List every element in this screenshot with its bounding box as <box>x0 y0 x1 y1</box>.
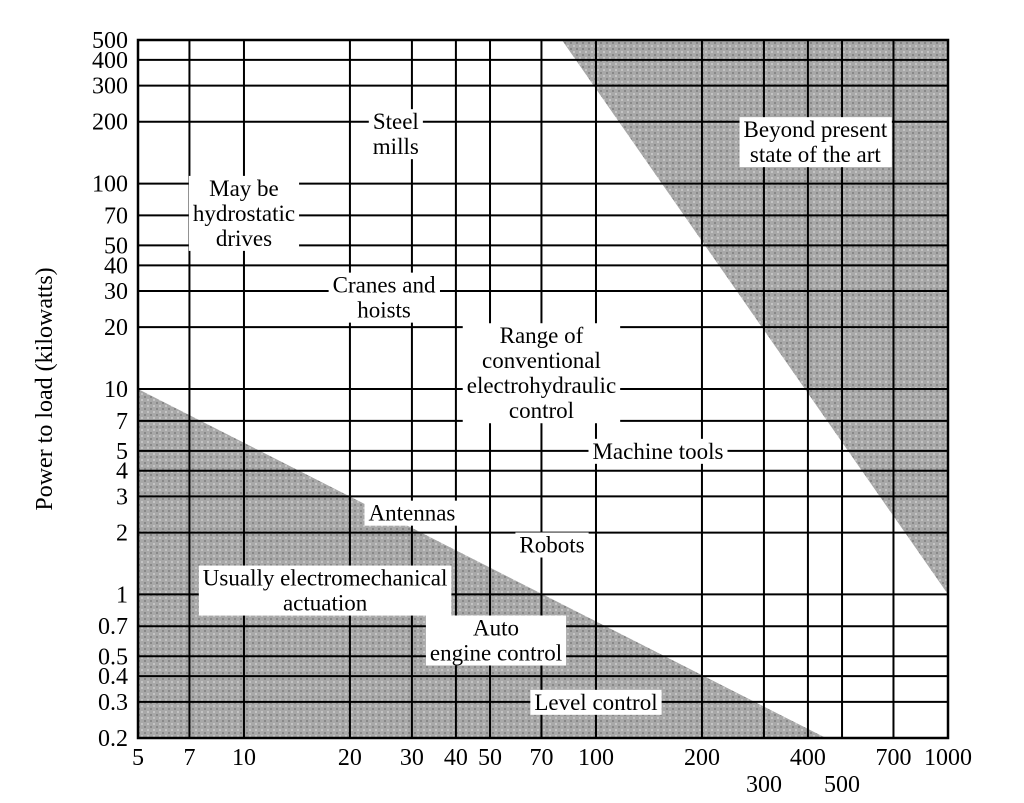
region-label-line: hydrostatic <box>193 201 295 226</box>
y-tick-label: 0.5 <box>98 644 128 670</box>
x-tick-label: 700 <box>875 745 911 771</box>
x-tick-label: 1000 <box>924 745 972 771</box>
x-tick-label: 100 <box>578 745 614 771</box>
region-label-line: engine control <box>430 640 562 665</box>
region-label-line: state of the art <box>750 142 882 167</box>
y-tick-label: 0.4 <box>98 664 128 690</box>
y-tick-label: 4 <box>116 459 128 485</box>
shaded-region-lower <box>138 389 826 738</box>
y-tick-label: 40 <box>104 253 128 279</box>
x-tick-label: 500 <box>824 772 860 798</box>
x-tick-label: 200 <box>684 745 720 771</box>
y-tick-label: 70 <box>104 203 128 229</box>
y-tick-label: 300 <box>92 74 128 100</box>
x-tick-label: 30 <box>400 745 424 771</box>
region-label: Robots <box>515 532 589 558</box>
y-tick-label: 7 <box>116 409 128 435</box>
region-label-line: Machine tools <box>592 439 723 464</box>
region-label-line: Range of <box>500 323 584 348</box>
y-tick-label: 100 <box>92 172 128 198</box>
y-tick-label: 400 <box>92 48 128 74</box>
region-label-line: Steel <box>373 109 419 134</box>
y-tick-label: 3 <box>116 484 128 510</box>
region-label: Level control <box>530 689 662 715</box>
plot-frame <box>136 38 950 740</box>
x-tick-label: 40 <box>444 745 468 771</box>
region-label-line: Auto <box>473 615 519 640</box>
region-label-line: control <box>509 398 574 423</box>
y-tick-label: 500 <box>92 28 128 54</box>
region-label-line: actuation <box>283 591 368 616</box>
x-tick-label: 300 <box>746 772 782 798</box>
x-tick-label: 10 <box>232 745 256 771</box>
y-tick-label: 30 <box>104 279 128 305</box>
region-label-line: Robots <box>519 532 584 557</box>
y-tick-label: 200 <box>92 110 128 136</box>
y-tick-label: 10 <box>104 377 128 403</box>
y-tick-label: 20 <box>104 315 128 341</box>
y-tick-label: 1 <box>116 582 128 608</box>
region-label-line: conventional <box>482 348 601 373</box>
y-tick-label: 0.2 <box>98 726 128 752</box>
y-tick-label: 2 <box>116 521 128 547</box>
region-label-line: Cranes and <box>333 273 436 298</box>
y-tick-label: 0.7 <box>98 614 128 640</box>
y-tick-label: 50 <box>104 233 128 259</box>
region-label-line: hoists <box>357 298 411 323</box>
y-tick-label: 5 <box>116 439 128 465</box>
region-label: Antennas <box>364 500 460 526</box>
x-tick-label: 5 <box>132 745 144 771</box>
region-label-line: Antennas <box>368 501 455 526</box>
x-tick-label: 400 <box>790 745 826 771</box>
region-label-line: May be <box>209 176 279 201</box>
region-label-line: Beyond present <box>744 117 888 142</box>
region-label-line: mills <box>373 134 419 159</box>
shaded-region-upper <box>561 40 948 595</box>
region-label: Range ofconventionalelectrohydrauliccont… <box>462 323 621 424</box>
region-label-line: Level control <box>534 690 657 715</box>
x-tick-label: 20 <box>338 745 362 771</box>
region-label: Machine tools <box>588 438 728 464</box>
region-label-line: electrohydraulic <box>467 373 616 398</box>
region-label-line: Usually electromechanical <box>203 566 448 591</box>
y-tick-label: 0.3 <box>98 690 128 716</box>
y-axis-label: Power to load (kilowatts) <box>32 267 58 510</box>
x-tick-label: 50 <box>478 745 502 771</box>
region-label-line: drives <box>216 226 272 251</box>
x-tick-label: 70 <box>529 745 553 771</box>
x-tick-label: 7 <box>183 745 195 771</box>
